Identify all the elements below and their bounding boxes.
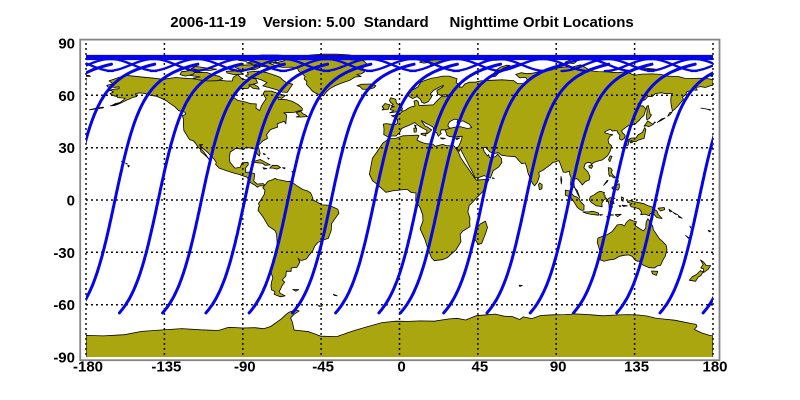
svg-text:-90: -90 (234, 358, 256, 375)
svg-text:90: 90 (58, 36, 75, 53)
svg-text:-90: -90 (53, 350, 75, 367)
svg-text:0: 0 (67, 193, 75, 210)
svg-text:60: 60 (58, 88, 75, 105)
svg-text:-30: -30 (53, 245, 75, 262)
svg-text:180: 180 (702, 358, 727, 375)
svg-text:-60: -60 (53, 297, 75, 314)
svg-text:-135: -135 (151, 358, 181, 375)
svg-text:-180: -180 (73, 358, 103, 375)
svg-text:135: 135 (624, 358, 649, 375)
svg-text:30: 30 (58, 140, 75, 157)
svg-text:90: 90 (550, 358, 567, 375)
svg-text:2006-11-19 Version: 5.00 S: 2006-11-19 Version: 5.00 Standard Nightt… (170, 14, 633, 31)
svg-text:0: 0 (397, 358, 405, 375)
svg-text:-45: -45 (312, 358, 334, 375)
svg-text:45: 45 (472, 358, 489, 375)
